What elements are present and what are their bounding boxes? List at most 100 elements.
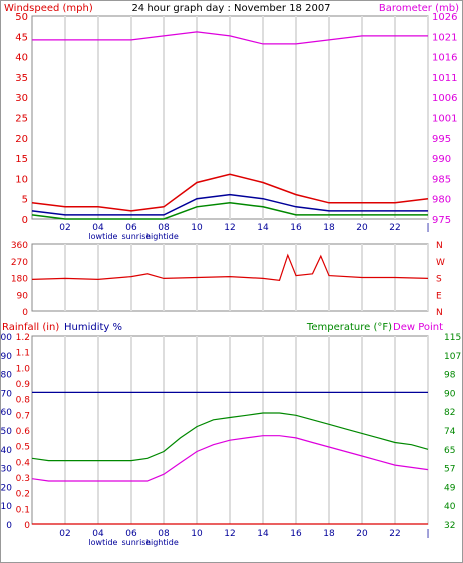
temperature-y-tick: 40 <box>444 502 456 512</box>
direction-compass-tick: W <box>436 258 445 268</box>
wind-panel-x-tick: 12 <box>224 223 235 233</box>
temperature-y-tick: 74 <box>444 427 456 437</box>
wind-panel-annotation: sunrise <box>121 232 150 241</box>
humidity-y-tick: 10 <box>1 502 13 512</box>
windspeed-y-tick: 20 <box>15 134 28 145</box>
rainfall-y-tick: 0.2 <box>16 490 30 500</box>
windspeed-y-tick: 35 <box>15 73 28 84</box>
wind-panel-x-tick: 18 <box>323 223 335 233</box>
barometer-y-tick: 1021 <box>432 32 457 43</box>
humidity-y-tick: 40 <box>1 446 13 456</box>
rain-panel-x-tick: 16 <box>290 529 302 539</box>
rainfall-y-tick: 0.7 <box>16 411 30 421</box>
wind-panel-x-tick: 16 <box>290 223 302 233</box>
humidity-y-tick: 50 <box>1 427 13 437</box>
rainfall-y-tick: 1.2 <box>16 333 30 343</box>
temperature-y-tick: 115 <box>444 333 461 343</box>
wind-panel-x-tick: 14 <box>257 223 269 233</box>
page-title: 24 hour graph day : November 18 2007 <box>131 3 330 14</box>
rainfall-y-tick: 0.9 <box>16 380 31 390</box>
wind-panel-annotation: lowtide <box>88 232 117 241</box>
humidity-y-tick: 0 <box>6 521 12 531</box>
barometer-y-tick: 980 <box>432 195 451 206</box>
rainfall-y-tick: 0.1 <box>16 505 30 515</box>
rain-panel-x-tick: 20 <box>356 529 368 539</box>
wind-panel-x-tick: 22 <box>389 223 400 233</box>
rainfall-y-tick: 0.8 <box>16 396 31 406</box>
rain-panel-x-tick: 06 <box>125 529 137 539</box>
windspeed-y-tick: 45 <box>15 32 28 43</box>
temperature-y-tick: 57 <box>444 465 455 475</box>
wind-panel-x-tick: 10 <box>191 223 203 233</box>
series-direction <box>31 253 429 281</box>
rain-panel-x-tick: 04 <box>92 529 104 539</box>
direction-y-tick: 0 <box>22 308 28 318</box>
direction-y-tick: 90 <box>17 291 29 301</box>
rain-panel-annotation: sunrise <box>121 538 150 547</box>
wind-panel-x-tick: 20 <box>356 223 368 233</box>
rain-panel-x-tick: 12 <box>224 529 235 539</box>
series-temperature <box>31 412 429 462</box>
barometer-y-tick: 995 <box>432 134 451 145</box>
humidity-y-tick: 20 <box>1 483 13 493</box>
rainfall-y-tick: 1.0 <box>16 364 31 374</box>
rainfall-y-tick: 0.5 <box>16 443 30 453</box>
humidity-y-tick: 80 <box>1 371 13 381</box>
barometer-y-tick: 1001 <box>432 114 457 125</box>
wind-panel-annotation: hightide <box>146 232 179 241</box>
direction-y-tick: 270 <box>11 258 28 268</box>
barometer-y-tick: 1006 <box>432 93 457 104</box>
rainfall-label: Rainfall (in) <box>2 322 59 333</box>
barometer-label: Barometer (mb) <box>379 3 459 14</box>
series-barometer <box>32 31 428 45</box>
direction-compass-tick: N <box>436 241 443 251</box>
series-windspeed-avg <box>31 193 428 216</box>
rainfall-y-tick: 0.6 <box>16 427 31 437</box>
barometer-y-tick: 1011 <box>432 73 457 84</box>
direction-y-tick: 360 <box>11 241 28 251</box>
rain-panel-x-tick: 18 <box>323 529 335 539</box>
direction-compass-tick: N <box>436 308 443 318</box>
rainfall-y-tick: 0 <box>24 521 30 531</box>
humidity-y-tick: 100 <box>0 333 12 343</box>
series-wind-min <box>31 202 428 220</box>
barometer-y-tick: 1026 <box>432 12 457 23</box>
windspeed-y-tick: 50 <box>15 12 28 23</box>
rainfall-y-tick: 1.1 <box>16 349 30 359</box>
wind-panel-x-tick: | <box>426 223 429 233</box>
direction-compass-tick: S <box>436 275 442 285</box>
temperature-y-tick: 98 <box>444 371 456 381</box>
series-windspeed-gust <box>31 173 429 212</box>
dewpoint-label: Dew Point <box>393 322 443 333</box>
temperature-y-tick: 90 <box>444 389 456 399</box>
barometer-y-tick: 975 <box>432 215 451 226</box>
temperature-y-tick: 82 <box>444 408 455 418</box>
rainfall-y-tick: 0.3 <box>16 474 30 484</box>
rain-panel-annotation: lowtide <box>88 538 117 547</box>
wind-panel-x-tick: 02 <box>59 223 70 233</box>
rain-panel-annotation: hightide <box>146 538 179 547</box>
humidity-label: Humidity % <box>64 322 122 333</box>
series-dew-point <box>31 435 429 482</box>
temperature-y-tick: 65 <box>444 446 455 456</box>
temperature-y-tick: 32 <box>444 521 455 531</box>
rain-panel-x-tick: 08 <box>158 529 170 539</box>
rainfall-y-tick: 0.4 <box>16 458 31 468</box>
direction-y-tick: 180 <box>11 275 28 285</box>
wind-panel-x-tick: 08 <box>158 223 170 233</box>
humidity-y-tick: 70 <box>1 389 13 399</box>
barometer-y-tick: 985 <box>432 174 451 185</box>
temperature-y-tick: 49 <box>444 483 456 493</box>
windspeed-y-tick: 0 <box>22 215 28 226</box>
rain-panel-x-tick: 10 <box>191 529 203 539</box>
wind-panel-x-tick: 06 <box>125 223 137 233</box>
windspeed-label: Windspeed (mph) <box>4 3 93 14</box>
rain-panel-x-tick: 14 <box>257 529 269 539</box>
windspeed-y-tick: 30 <box>15 93 28 104</box>
humidity-y-tick: 90 <box>1 352 13 362</box>
humidity-y-tick: 60 <box>1 408 13 418</box>
rain-panel-x-tick: | <box>426 529 429 539</box>
direction-compass-tick: E <box>436 291 442 301</box>
